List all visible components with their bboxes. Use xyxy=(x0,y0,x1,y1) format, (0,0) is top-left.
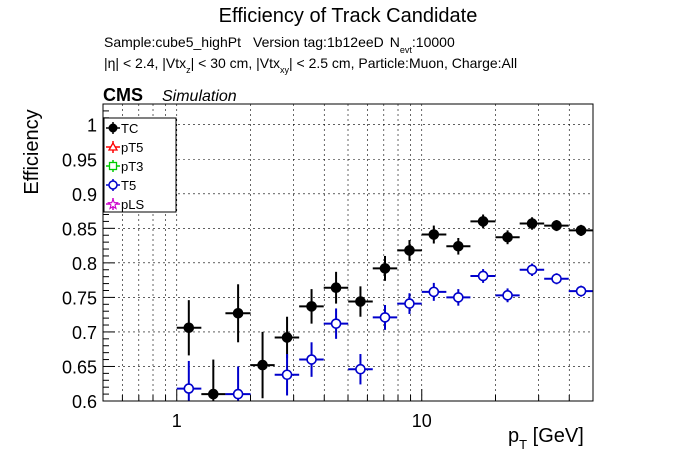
nevt-value: :10000 xyxy=(412,34,455,50)
y-tick-label: 0.85 xyxy=(62,219,97,239)
data-point xyxy=(428,286,440,298)
chart-title: Efficiency of Track Candidate xyxy=(219,5,478,27)
y-tick-label: 0.6 xyxy=(72,392,97,412)
data-point xyxy=(379,312,391,323)
legend-marker-tc xyxy=(108,123,118,133)
nevt-sub: evt xyxy=(400,45,413,55)
data-point xyxy=(183,383,195,394)
data-point xyxy=(575,285,587,297)
legend: TC pT5 pT3 T5 pLS xyxy=(103,117,177,213)
version-label: Version tag:1b12eeD xyxy=(253,34,384,50)
legend-label-pls: pLS xyxy=(121,197,144,212)
legend-label-t5: T5 xyxy=(121,178,136,193)
y-tick-label: 0.95 xyxy=(62,150,97,170)
data-point xyxy=(355,363,366,375)
x-tick-label: 10 xyxy=(412,411,432,431)
data-point xyxy=(404,298,415,309)
data-point xyxy=(330,318,342,329)
y-tick-label: 0.75 xyxy=(62,288,97,308)
data-point xyxy=(477,270,489,282)
data-point xyxy=(281,332,293,343)
data-point xyxy=(183,322,195,334)
data-point xyxy=(306,354,317,365)
data-point xyxy=(428,229,440,240)
data-point xyxy=(379,263,391,274)
data-point xyxy=(502,232,513,243)
info-line-2: |η| < 2.4, |Vtxz| < 30 cm, |Vtxxy| < 2.5… xyxy=(104,55,517,75)
legend-marker-pt5 xyxy=(107,141,119,151)
sample-label: Sample:cube5_highPt xyxy=(104,34,241,50)
data-point xyxy=(232,307,244,319)
legend-label-tc: TC xyxy=(121,121,138,136)
data-point xyxy=(526,264,538,276)
info-line-1: Sample:cube5_highPt Version tag:1b12eeD Ne… xyxy=(104,34,455,55)
data-point xyxy=(551,220,562,231)
data-point xyxy=(208,388,219,400)
cms-label: CMS xyxy=(103,85,143,105)
data-point xyxy=(306,301,317,312)
data-point xyxy=(232,388,244,400)
y-tick-label: 0.7 xyxy=(72,323,97,343)
data-point xyxy=(502,290,513,301)
plot-frame xyxy=(102,103,594,402)
data-point xyxy=(330,282,342,294)
grid-lines xyxy=(102,104,594,402)
legend-marker-pt3 xyxy=(108,161,118,171)
axis-ticks: 1 10 0.6 0.65 0.7 0.75 0.8 0.85 0.9 0.95 1 xyxy=(62,103,594,431)
data-point xyxy=(281,369,293,381)
data-point xyxy=(477,216,489,227)
data-point xyxy=(526,218,538,229)
series-t5 xyxy=(176,263,594,401)
y-tick-label: 1 xyxy=(87,116,97,136)
y-tick-label: 0.8 xyxy=(72,254,97,274)
y-tick-label: 0.9 xyxy=(72,185,97,205)
data-series xyxy=(176,214,594,401)
data-point xyxy=(551,273,562,285)
y-tick-label: 0.65 xyxy=(62,357,97,377)
data-point xyxy=(453,240,464,252)
simulation-label: Simulation xyxy=(162,88,237,105)
data-point xyxy=(355,296,366,307)
data-point xyxy=(257,359,268,371)
legend-label-pt3: pT3 xyxy=(121,159,143,174)
data-point xyxy=(404,245,415,256)
y-axis-label: Efficiency xyxy=(21,109,43,194)
legend-marker-t5 xyxy=(108,180,118,190)
data-point xyxy=(575,225,587,236)
x-axis-label: pT [GeV] xyxy=(508,425,584,452)
legend-label-pt5: pT5 xyxy=(121,140,143,155)
legend-marker-pls xyxy=(107,198,119,210)
nevt-label: N xyxy=(390,34,400,50)
x-tick-label: 1 xyxy=(172,411,182,431)
data-point xyxy=(453,292,464,303)
series-tc xyxy=(176,214,594,401)
